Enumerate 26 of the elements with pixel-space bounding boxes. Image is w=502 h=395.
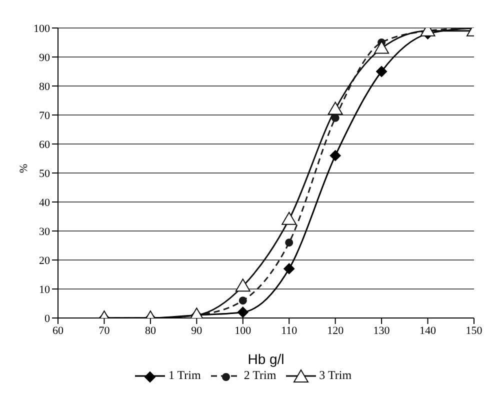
y-tick-label: 100 (34, 22, 50, 35)
x-tick-label: 70 (98, 324, 110, 337)
y-tick-label: 50 (39, 168, 50, 180)
x-tick-label: 150 (466, 324, 483, 337)
y-tick-label: 40 (39, 196, 50, 209)
y-tick-label: 0 (44, 312, 50, 325)
y-tick-label: 90 (39, 52, 50, 64)
y-tick-label: 60 (39, 138, 50, 151)
y-tick-label: 10 (39, 284, 50, 296)
y-tick-label: 30 (39, 226, 50, 238)
x-tick-label: 100 (234, 324, 252, 337)
y-tick-label: 20 (39, 254, 50, 267)
x-tick-label: 90 (191, 324, 203, 337)
x-tick-label: 140 (420, 324, 437, 337)
y-tick-label: 80 (39, 80, 50, 93)
legend-label: 2 Trim (244, 368, 276, 383)
legend-label: 1 Trim (168, 368, 201, 383)
x-tick-label: 130 (373, 324, 390, 337)
x-axis-title: Hb g/l (248, 351, 284, 367)
x-tick-label: 60 (52, 324, 64, 337)
x-tick-label: 120 (327, 324, 344, 337)
legend-label: 3 Trim (319, 368, 352, 383)
y-axis-title: % (18, 164, 30, 173)
x-tick-label: 80 (144, 324, 156, 337)
x-tick-label: 110 (281, 324, 298, 337)
y-tick-label: 70 (39, 110, 50, 122)
